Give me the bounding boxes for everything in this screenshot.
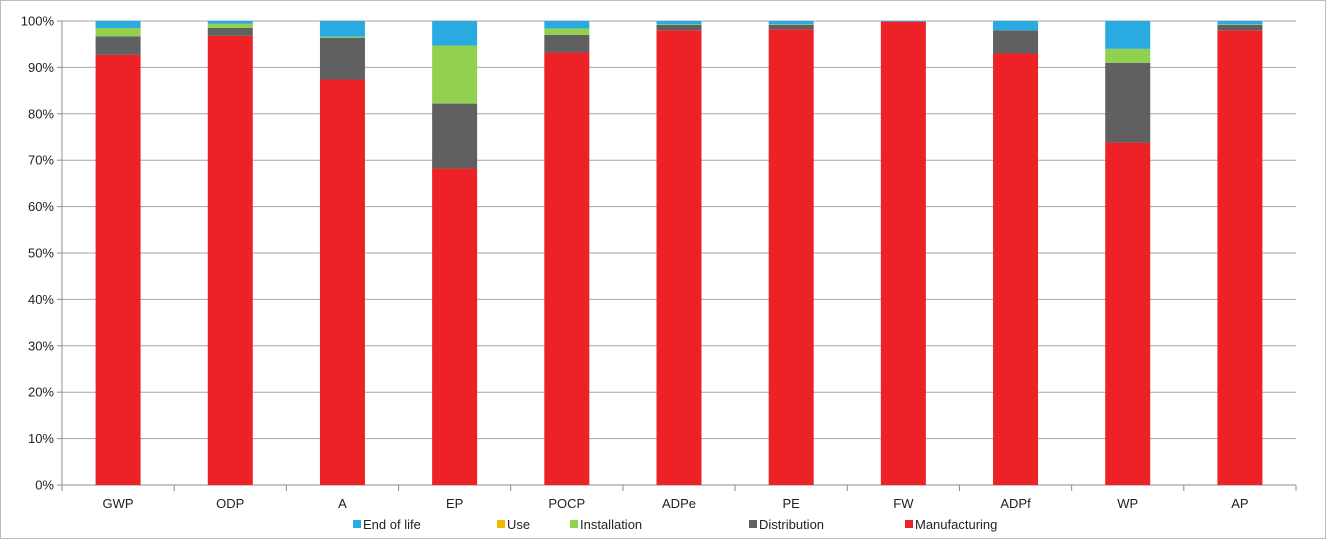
legend-label: Distribution: [759, 517, 824, 532]
bar-segment-end-of-life: [319, 21, 365, 37]
y-tick-label: 50%: [28, 246, 54, 261]
bar-segment-manufacturing: [1105, 142, 1151, 485]
x-tick-label: PE: [783, 496, 801, 511]
bar-segment-installation: [1105, 48, 1151, 63]
y-tick-label: 100%: [21, 14, 55, 29]
x-tick-label: POCP: [548, 496, 585, 511]
x-tick-label: GWP: [103, 496, 134, 511]
bar-segment-end-of-life: [768, 21, 814, 25]
x-tick-label: ADPe: [662, 496, 696, 511]
y-tick-label: 20%: [28, 385, 54, 400]
bar-segment-end-of-life: [656, 21, 702, 25]
x-tick-label: FW: [893, 496, 914, 511]
legend-label: End of life: [363, 517, 421, 532]
y-tick-label: 30%: [28, 338, 54, 353]
legend-swatch-distribution: [749, 520, 757, 528]
y-tick-label: 60%: [28, 199, 54, 214]
bar-segment-distribution: [1217, 24, 1263, 31]
bar-segment-manufacturing: [656, 30, 702, 486]
bar-segment-end-of-life: [432, 21, 478, 46]
bar-segment-distribution: [768, 24, 814, 30]
bar-segment-end-of-life: [544, 21, 590, 29]
bar-segment-installation: [544, 28, 590, 35]
bar-segment-distribution: [207, 27, 253, 36]
y-tick-label: 10%: [28, 431, 54, 446]
bar-segment-manufacturing: [768, 29, 814, 486]
x-tick-label: WP: [1117, 496, 1138, 511]
legend-swatch-use: [497, 520, 505, 528]
bar-segment-distribution: [95, 36, 141, 55]
x-tick-label: AP: [1231, 496, 1248, 511]
x-tick-label: ADPf: [1000, 496, 1031, 511]
legend-label: Installation: [580, 517, 642, 532]
y-tick-label: 40%: [28, 292, 54, 307]
y-tick-label: 80%: [28, 106, 54, 121]
x-tick-label: EP: [446, 496, 463, 511]
legend-label: Manufacturing: [915, 517, 997, 532]
legend-swatch-manufacturing: [905, 520, 913, 528]
bar-segment-end-of-life: [993, 21, 1039, 31]
legend-swatch-installation: [570, 520, 578, 528]
y-tick-label: 0%: [35, 478, 54, 493]
bar-segment-installation: [319, 36, 365, 38]
bar-segment-end-of-life: [95, 21, 141, 28]
bar-segment-installation: [432, 45, 478, 104]
bar-segment-manufacturing: [95, 54, 141, 485]
legend-label: Use: [507, 517, 530, 532]
bar-segment-distribution: [319, 37, 365, 80]
bar-segment-distribution: [656, 24, 702, 31]
bar-segment-distribution: [1105, 62, 1151, 143]
y-tick-label: 70%: [28, 153, 54, 168]
bar-segment-manufacturing: [993, 53, 1039, 485]
bar-segment-manufacturing: [544, 52, 590, 485]
bar-segment-manufacturing: [880, 21, 926, 485]
bar-segment-end-of-life: [1105, 21, 1151, 49]
bar-segment-installation: [95, 27, 141, 37]
bar-segment-distribution: [544, 34, 590, 53]
bar-segment-distribution: [993, 30, 1039, 54]
x-tick-label: ODP: [216, 496, 244, 511]
bar-segment-manufacturing: [319, 79, 365, 486]
y-tick-label: 90%: [28, 60, 54, 75]
bar-segment-end-of-life: [1217, 21, 1263, 25]
bar-segment-end-of-life: [207, 21, 253, 24]
bar-segment-installation: [207, 23, 253, 28]
bar-segment-distribution: [432, 103, 478, 169]
x-tick-label: A: [338, 496, 347, 511]
bar-segment-manufacturing: [207, 35, 253, 486]
bar-segment-manufacturing: [1217, 30, 1263, 486]
bar-segment-manufacturing: [432, 168, 478, 485]
legend-swatch-end-of-life: [353, 520, 361, 528]
